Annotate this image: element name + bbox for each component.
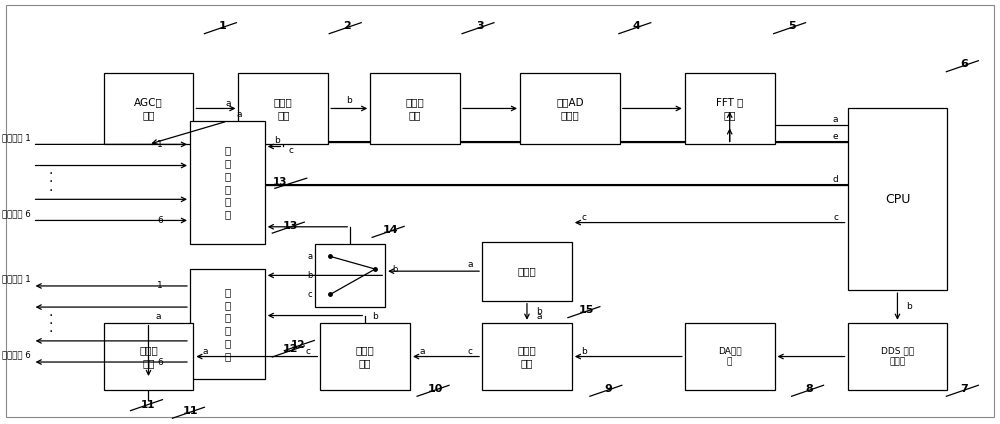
Text: b: b	[536, 307, 542, 316]
Text: 第
一
射
频
开
关: 第 一 射 频 开 关	[224, 145, 231, 219]
Text: AGC放
大器: AGC放 大器	[134, 97, 163, 120]
Text: 5: 5	[788, 21, 795, 31]
Bar	[190, 121, 265, 244]
Text: 第二滤
波器: 第二滤 波器	[356, 345, 375, 368]
Text: d: d	[833, 175, 838, 184]
Text: ·: ·	[48, 317, 53, 331]
Bar	[482, 242, 572, 301]
Text: DDS 信号
发生器: DDS 信号 发生器	[881, 346, 914, 367]
Text: 发射天线 6: 发射天线 6	[2, 351, 30, 360]
Text: 6: 6	[157, 357, 163, 366]
Text: ·: ·	[48, 326, 53, 340]
Text: 第一混
频器: 第一混 频器	[274, 97, 293, 120]
Text: ·: ·	[48, 309, 53, 323]
Bar	[848, 323, 947, 391]
Text: 1: 1	[157, 140, 163, 149]
Text: 4: 4	[633, 21, 641, 31]
Bar	[104, 323, 193, 391]
Bar	[315, 244, 385, 307]
Text: 第一滤
波器: 第一滤 波器	[406, 97, 424, 120]
Text: 12: 12	[291, 340, 306, 350]
Text: b: b	[581, 346, 587, 356]
Text: c: c	[306, 346, 311, 356]
Text: FFT 变
换器: FFT 变 换器	[716, 97, 743, 120]
Text: 1: 1	[219, 21, 226, 31]
Text: c: c	[308, 290, 313, 299]
Text: 11: 11	[183, 406, 198, 416]
Text: CPU: CPU	[885, 193, 910, 206]
Text: a: a	[536, 312, 542, 321]
Text: 第二混
频器: 第二混 频器	[518, 345, 536, 368]
Text: 7: 7	[960, 384, 968, 393]
Bar	[238, 73, 328, 145]
Text: c: c	[581, 212, 586, 222]
Text: 15: 15	[578, 305, 594, 315]
Text: b: b	[346, 95, 352, 104]
Text: 13: 13	[283, 220, 298, 231]
Text: a: a	[203, 346, 208, 356]
Text: c: c	[468, 346, 473, 356]
Text: 接收天线 1: 接收天线 1	[2, 133, 30, 142]
Text: DA转换
器: DA转换 器	[718, 346, 741, 367]
Text: b: b	[907, 302, 912, 311]
Text: 8: 8	[806, 384, 813, 393]
Text: 9: 9	[604, 384, 612, 393]
Text: e: e	[833, 132, 838, 141]
Text: a: a	[156, 312, 161, 321]
Text: a: a	[467, 260, 473, 269]
Text: a: a	[308, 252, 313, 261]
Text: b: b	[308, 271, 313, 280]
Text: 发射天线 1: 发射天线 1	[2, 275, 30, 284]
Text: ·: ·	[48, 167, 53, 181]
Text: b: b	[372, 312, 378, 321]
Text: ·: ·	[48, 184, 53, 198]
Text: 10: 10	[427, 384, 443, 393]
Bar	[482, 323, 572, 391]
Text: a: a	[226, 99, 231, 108]
Bar	[320, 323, 410, 391]
Text: 14: 14	[382, 225, 398, 235]
Text: 1: 1	[157, 282, 163, 290]
Text: 6: 6	[157, 216, 163, 225]
Text: 第
二
射
频
开
关: 第 二 射 频 开 关	[224, 287, 231, 361]
Text: 频率源: 频率源	[518, 266, 536, 276]
Bar	[685, 73, 775, 145]
Text: 6: 6	[960, 59, 968, 69]
Text: b: b	[274, 136, 280, 145]
Text: 2: 2	[343, 21, 351, 31]
Text: c: c	[289, 146, 294, 155]
Text: b: b	[392, 265, 398, 273]
Bar	[685, 323, 775, 391]
Text: ·: ·	[48, 176, 53, 190]
Text: a: a	[419, 346, 425, 356]
Bar	[370, 73, 460, 145]
Text: a: a	[833, 114, 838, 123]
Text: 12: 12	[283, 344, 298, 354]
Text: 功率放
大器: 功率放 大器	[139, 345, 158, 368]
Bar	[520, 73, 620, 145]
Text: 3: 3	[476, 21, 484, 31]
Bar	[190, 269, 265, 379]
Bar	[848, 109, 947, 290]
Text: 13: 13	[273, 177, 287, 187]
Text: 低速AD
转化器: 低速AD 转化器	[556, 97, 584, 120]
Bar	[104, 73, 193, 145]
Text: c: c	[833, 212, 838, 222]
Text: 接收天线 6: 接收天线 6	[2, 209, 30, 218]
Text: 11: 11	[141, 400, 156, 410]
Text: a: a	[237, 110, 242, 119]
